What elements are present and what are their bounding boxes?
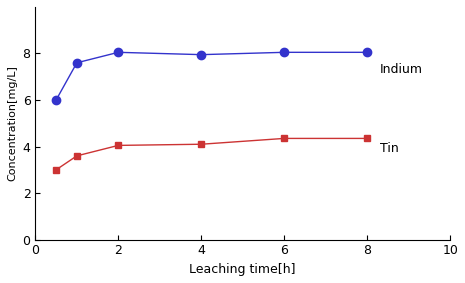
Text: Tin: Tin — [379, 142, 399, 155]
Text: Indium: Indium — [379, 63, 423, 76]
X-axis label: Leaching time[h]: Leaching time[h] — [190, 263, 296, 276]
Y-axis label: Concentration[mg/L]: Concentration[mg/L] — [7, 65, 17, 181]
